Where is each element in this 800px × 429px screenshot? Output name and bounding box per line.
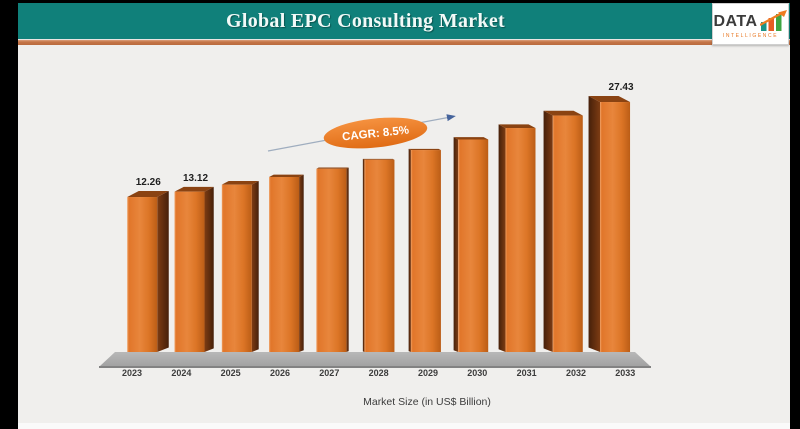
slide-canvas: Global EPC Consulting Market DATA INTELL…: [18, 3, 790, 423]
page-title: Global EPC Consulting Market: [226, 9, 505, 32]
x-axis-title: Market Size (in US$ Billion): [363, 396, 491, 408]
logo-bars-icon: [759, 9, 787, 31]
logo-box: DATA INTELLIGENCE: [712, 3, 789, 45]
logo-word: DATA: [713, 12, 758, 30]
title-underline: [18, 39, 790, 45]
bottom-margin: [18, 423, 790, 429]
title-bar: Global EPC Consulting Market: [18, 3, 790, 39]
logo-subtitle: INTELLIGENCE: [722, 32, 779, 39]
